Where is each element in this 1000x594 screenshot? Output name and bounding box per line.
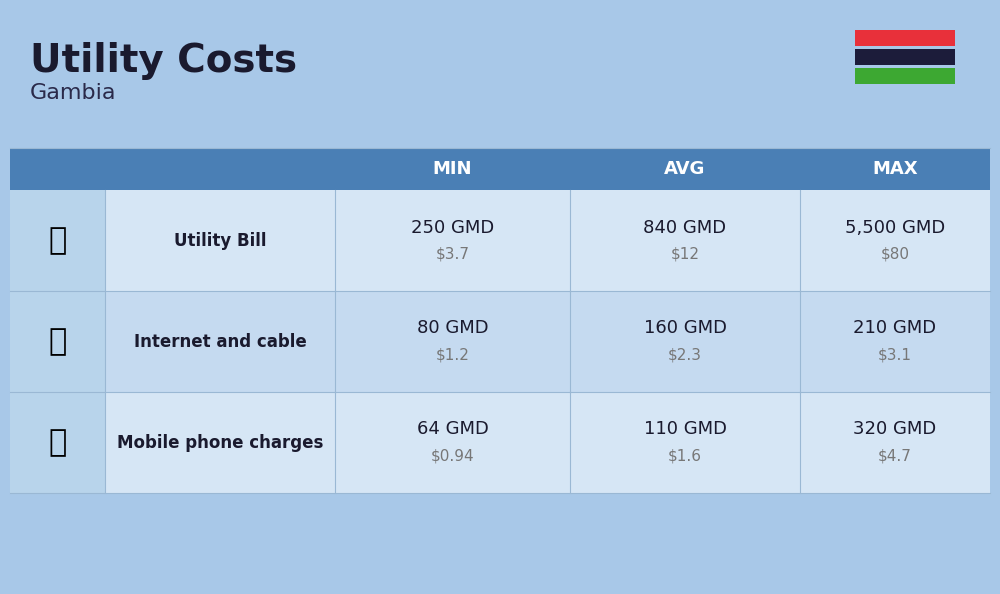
Text: $2.3: $2.3 (668, 347, 702, 362)
Text: 📱: 📱 (48, 428, 67, 457)
Text: 250 GMD: 250 GMD (411, 219, 494, 236)
FancyBboxPatch shape (10, 392, 105, 493)
Text: 📶: 📶 (48, 327, 67, 356)
Text: $80: $80 (880, 246, 909, 261)
Text: MAX: MAX (872, 160, 918, 178)
FancyBboxPatch shape (105, 392, 990, 493)
Text: 5,500 GMD: 5,500 GMD (845, 219, 945, 236)
Text: Mobile phone charges: Mobile phone charges (117, 434, 323, 451)
Text: $1.6: $1.6 (668, 448, 702, 463)
FancyBboxPatch shape (10, 148, 990, 190)
Text: 210 GMD: 210 GMD (853, 320, 937, 337)
FancyBboxPatch shape (855, 30, 955, 46)
FancyBboxPatch shape (855, 49, 955, 65)
FancyBboxPatch shape (10, 190, 105, 291)
Text: Gambia: Gambia (30, 83, 116, 103)
Text: Utility Bill: Utility Bill (174, 232, 266, 249)
Text: 🔌: 🔌 (48, 226, 67, 255)
Text: 80 GMD: 80 GMD (417, 320, 488, 337)
FancyBboxPatch shape (855, 68, 955, 84)
FancyBboxPatch shape (105, 190, 990, 291)
Text: $3.7: $3.7 (436, 246, 470, 261)
Text: MIN: MIN (433, 160, 472, 178)
Text: $1.2: $1.2 (436, 347, 469, 362)
Text: $12: $12 (670, 246, 700, 261)
Text: 160 GMD: 160 GMD (644, 320, 726, 337)
FancyBboxPatch shape (105, 291, 990, 392)
Text: AVG: AVG (664, 160, 706, 178)
Text: 110 GMD: 110 GMD (644, 421, 726, 438)
Text: 320 GMD: 320 GMD (853, 421, 937, 438)
Text: Utility Costs: Utility Costs (30, 42, 297, 80)
Text: 64 GMD: 64 GMD (417, 421, 488, 438)
Text: $4.7: $4.7 (878, 448, 912, 463)
Text: $3.1: $3.1 (878, 347, 912, 362)
FancyBboxPatch shape (10, 291, 105, 392)
Text: 840 GMD: 840 GMD (643, 219, 727, 236)
Text: $0.94: $0.94 (431, 448, 474, 463)
Text: Internet and cable: Internet and cable (134, 333, 306, 350)
